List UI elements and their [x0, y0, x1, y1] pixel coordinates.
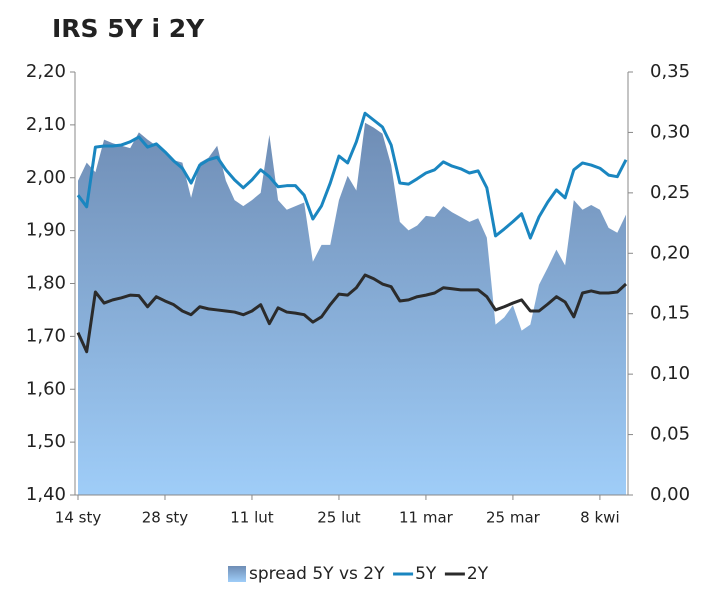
y-tick-label: 1,50 — [26, 431, 66, 452]
legend-label: spread 5Y vs 2Y — [249, 564, 385, 584]
x-tick-label: 11 lut — [230, 509, 274, 527]
x-tick-label: 25 lut — [317, 509, 361, 527]
y-tick-label: 2,10 — [26, 114, 66, 135]
y2-tick-label: 0,10 — [650, 363, 690, 384]
y2-tick-label: 0,35 — [650, 61, 690, 82]
y-tick-label: 1,40 — [26, 484, 66, 505]
x-tick-label: 8 kwi — [580, 509, 619, 527]
chart-title: IRS 5Y i 2Y — [52, 14, 205, 43]
y2-tick-label: 0,05 — [650, 424, 690, 445]
series-line — [76, 111, 628, 240]
y2-tick-label: 0,20 — [650, 242, 690, 263]
y-tick-label: 1,80 — [26, 273, 66, 294]
spread-area — [78, 122, 626, 495]
y2-tick-label: 0,15 — [650, 303, 690, 324]
y-tick-label: 1,90 — [26, 220, 66, 241]
legend-label: 5Y — [415, 564, 437, 584]
y2-tick-label: 0,25 — [650, 182, 690, 203]
series-line — [76, 273, 628, 354]
x-tick-label: 25 mar — [486, 509, 541, 527]
y-tick-label: 2,00 — [26, 167, 66, 188]
legend-label: 2Y — [467, 564, 489, 584]
x-tick-label: 14 sty — [55, 509, 102, 527]
y-tick-label: 1,60 — [26, 378, 66, 399]
x-tick-label: 11 mar — [399, 509, 454, 527]
legend-swatch — [228, 566, 246, 582]
y2-tick-label: 0,30 — [650, 121, 690, 142]
x-tick-label: 28 sty — [142, 509, 189, 527]
y2-tick-label: 0,00 — [650, 484, 690, 505]
y-tick-label: 1,70 — [26, 325, 66, 346]
y-tick-label: 2,20 — [26, 61, 66, 82]
